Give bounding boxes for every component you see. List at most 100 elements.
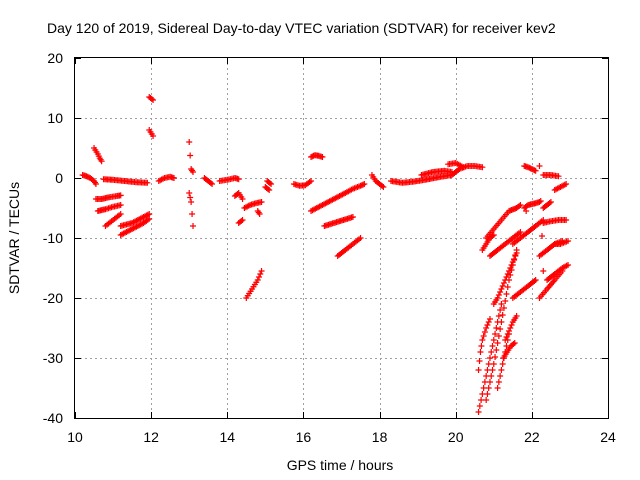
data-point — [504, 284, 511, 290]
x-tick-labels: 10 12 14 16 18 20 22 24 — [67, 429, 616, 445]
axis-ticks — [75, 58, 609, 419]
data-point — [492, 354, 499, 360]
data-point — [510, 341, 517, 347]
data-point — [498, 367, 505, 373]
data-point — [495, 379, 502, 385]
data-point — [563, 181, 570, 187]
data-point — [239, 217, 246, 223]
data-point — [349, 214, 356, 220]
data-point — [499, 361, 506, 367]
series-t38 — [500, 340, 518, 361]
data-point — [502, 277, 509, 283]
series-t18 — [241, 199, 265, 211]
data-point — [498, 319, 505, 325]
data-point — [150, 133, 157, 139]
data-point — [117, 202, 124, 208]
data-point — [188, 199, 195, 205]
y-tick-label: -30 — [43, 350, 63, 366]
y-tick-label: -40 — [43, 410, 63, 426]
series-t4 — [94, 202, 124, 214]
data-point — [484, 391, 491, 397]
data-point — [308, 178, 315, 184]
data-point — [511, 340, 518, 346]
series-t22 — [262, 184, 273, 193]
data-point — [539, 233, 546, 239]
data-point — [532, 167, 539, 174]
series-t16 — [231, 190, 246, 202]
data-point — [499, 312, 506, 318]
x-axis-label: GPS time / hours — [287, 457, 394, 473]
data-point — [489, 367, 496, 373]
data-point — [480, 385, 487, 391]
series-t32 — [445, 160, 467, 171]
data-point — [537, 198, 544, 204]
data-point — [506, 268, 513, 274]
data-point — [497, 373, 504, 379]
series-t52 — [551, 181, 570, 193]
data-point — [144, 179, 151, 186]
series-t23 — [290, 178, 315, 189]
series-t12 — [186, 139, 197, 175]
x-tick-label: 10 — [67, 429, 83, 445]
data-point — [502, 337, 509, 343]
data-point — [495, 313, 502, 319]
data-point — [361, 181, 368, 187]
data-point — [503, 274, 510, 280]
series-t49 — [540, 217, 570, 226]
series-t8 — [117, 215, 153, 238]
series-t28 — [368, 172, 387, 190]
series-t55 — [536, 163, 547, 274]
data-point — [498, 286, 505, 292]
data-point — [477, 349, 484, 355]
data-point — [379, 183, 386, 189]
data-point — [486, 379, 493, 385]
y-tick-label: -10 — [43, 230, 63, 246]
series-t50 — [540, 199, 554, 211]
data-point — [258, 199, 265, 205]
data-point — [490, 361, 497, 367]
series-t20 — [254, 208, 263, 217]
data-point — [238, 218, 245, 224]
series-t6 — [100, 176, 151, 186]
data-point — [507, 265, 514, 271]
data-point — [484, 322, 491, 328]
data-point — [485, 385, 492, 391]
data-point — [493, 325, 500, 331]
data-point — [190, 223, 197, 229]
data-point — [256, 274, 263, 280]
series-t39 — [502, 313, 520, 343]
data-point — [497, 307, 504, 313]
series-t9 — [146, 94, 157, 103]
series-t2 — [91, 145, 105, 165]
data-point — [494, 340, 501, 346]
data-point — [503, 291, 510, 297]
data-point — [98, 158, 105, 165]
data-point — [258, 268, 265, 274]
data-point — [488, 349, 495, 355]
y-tick-label: 10 — [47, 110, 63, 126]
series-t14 — [201, 175, 216, 187]
series-t10 — [146, 127, 157, 139]
data-point — [506, 328, 513, 334]
data-point — [493, 347, 500, 353]
data-point — [478, 343, 485, 349]
data-point — [523, 208, 530, 214]
data-point — [516, 203, 523, 209]
series-t1 — [79, 172, 99, 187]
data-point — [494, 385, 501, 391]
series-t43 — [509, 277, 539, 301]
series-t11 — [155, 173, 177, 184]
data-point — [563, 217, 570, 223]
data-point — [256, 211, 263, 217]
data-point — [257, 271, 264, 277]
data-point — [186, 139, 193, 145]
data-point — [531, 278, 538, 284]
data-point — [486, 355, 493, 361]
data-point — [264, 186, 271, 192]
chart-title: Day 120 of 2019, Sidereal Day-to-day VTE… — [47, 20, 556, 36]
data-point — [475, 367, 482, 373]
series-t19 — [243, 268, 265, 301]
series-t5 — [102, 211, 124, 229]
